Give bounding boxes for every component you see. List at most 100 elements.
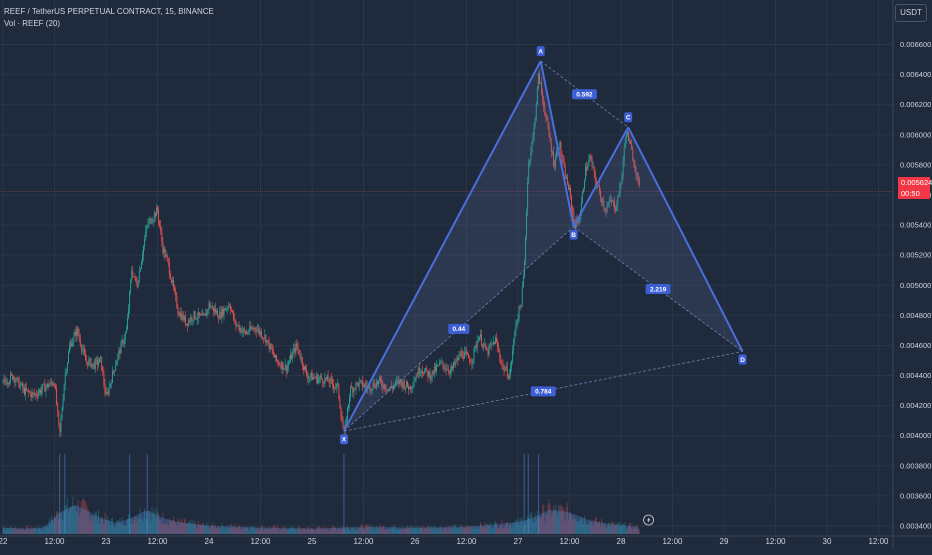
volume-bar (541, 516, 543, 534)
volume-bar (275, 528, 277, 534)
volume-bar (166, 521, 168, 534)
candle-body (128, 308, 129, 318)
candle-body (151, 221, 153, 224)
candle-body (283, 368, 285, 370)
volume-bar (418, 526, 420, 534)
candle-body (227, 305, 229, 309)
volume-bar (371, 529, 373, 534)
candle-body (458, 354, 460, 360)
candle-body (473, 348, 475, 359)
pattern-leg-ab (539, 60, 575, 227)
volume-bar (405, 528, 407, 534)
chart-legend: REEF / TetherUS PERPETUAL CONTRACT, 15, … (4, 6, 214, 30)
candle-body (88, 359, 90, 366)
price-tick-label: 0.003600 (900, 491, 931, 500)
candle-body (210, 307, 212, 308)
candle-body (405, 381, 407, 388)
volume-bar (231, 523, 233, 534)
volume-bar (519, 517, 521, 534)
candle-body (479, 334, 481, 337)
candle-body (457, 357, 459, 360)
candle-body (299, 355, 301, 360)
volume-bar (548, 499, 550, 534)
candle-body (287, 363, 289, 366)
volume-bar (358, 527, 360, 534)
volume-bar (389, 528, 391, 534)
volume-bar (549, 504, 551, 534)
candle-body (420, 371, 422, 373)
candle-body (355, 382, 357, 390)
candle-body (622, 160, 624, 175)
candle-body (169, 274, 171, 279)
candle-body (394, 384, 396, 386)
candle-body (477, 341, 479, 342)
candle-body (101, 356, 103, 371)
volume-bar (150, 521, 152, 534)
candle-body (546, 117, 548, 120)
candle-body (271, 348, 273, 351)
volume-bar (536, 510, 538, 534)
candle-body (79, 338, 81, 345)
candle-body (325, 377, 327, 380)
candle-body (425, 367, 427, 371)
volume-bar (160, 518, 162, 534)
lightning-glyph (647, 516, 651, 524)
candle-body (159, 220, 161, 226)
volume-bar (162, 512, 164, 534)
candle-body (581, 191, 583, 203)
volume-bar (4, 529, 6, 534)
candle-body (483, 344, 485, 347)
candle-body (152, 219, 154, 222)
volume-bar (461, 524, 463, 534)
volume-bar (337, 527, 339, 534)
volume-bar (91, 515, 93, 534)
candle-body (500, 357, 502, 364)
volume-bar (595, 516, 597, 534)
candle-body (475, 345, 477, 348)
candle-body (557, 151, 559, 153)
candle-body (512, 350, 514, 362)
candle-body (242, 329, 244, 332)
candle-body (346, 407, 348, 422)
volume-bar (42, 528, 44, 534)
candle-body (470, 362, 472, 363)
volume-bar (133, 520, 135, 534)
volume-bar (545, 514, 547, 534)
volume-bar (404, 527, 406, 534)
candle-body (246, 332, 248, 334)
volume-bar (293, 527, 295, 534)
candle-body (504, 369, 506, 371)
volume-bar (214, 524, 216, 534)
candle-body (313, 377, 315, 378)
candle-body (353, 388, 355, 393)
candle-body (482, 345, 484, 347)
candle-body (268, 340, 270, 349)
volume-bar (66, 497, 68, 534)
candle-body (397, 380, 399, 382)
candle-body (609, 200, 611, 201)
volume-bar (619, 523, 621, 534)
time-tick-label: 12:00 (250, 537, 271, 546)
candle-body (75, 331, 77, 337)
volume-bar (468, 526, 470, 534)
volume-bar (345, 526, 347, 534)
volume-bar (403, 529, 405, 534)
candle-body (262, 337, 264, 339)
candle-body (334, 387, 335, 388)
candle-body (515, 325, 517, 333)
volume-bar (343, 527, 345, 534)
volume-indicator-label[interactable]: Vol · REEF (20) (4, 19, 61, 28)
candle-body (335, 387, 337, 388)
volume-bar (323, 530, 325, 534)
currency-button[interactable]: USDT (895, 4, 927, 22)
volume-bar (608, 522, 610, 534)
candle-body (503, 365, 505, 371)
volume-bar (229, 527, 231, 534)
volume-bar (412, 528, 414, 534)
candle-body (276, 355, 278, 361)
candle-body (178, 313, 180, 316)
volume-bar (247, 528, 249, 534)
symbol-title[interactable]: REEF / TetherUS PERPETUAL CONTRACT, 15, … (4, 7, 214, 16)
